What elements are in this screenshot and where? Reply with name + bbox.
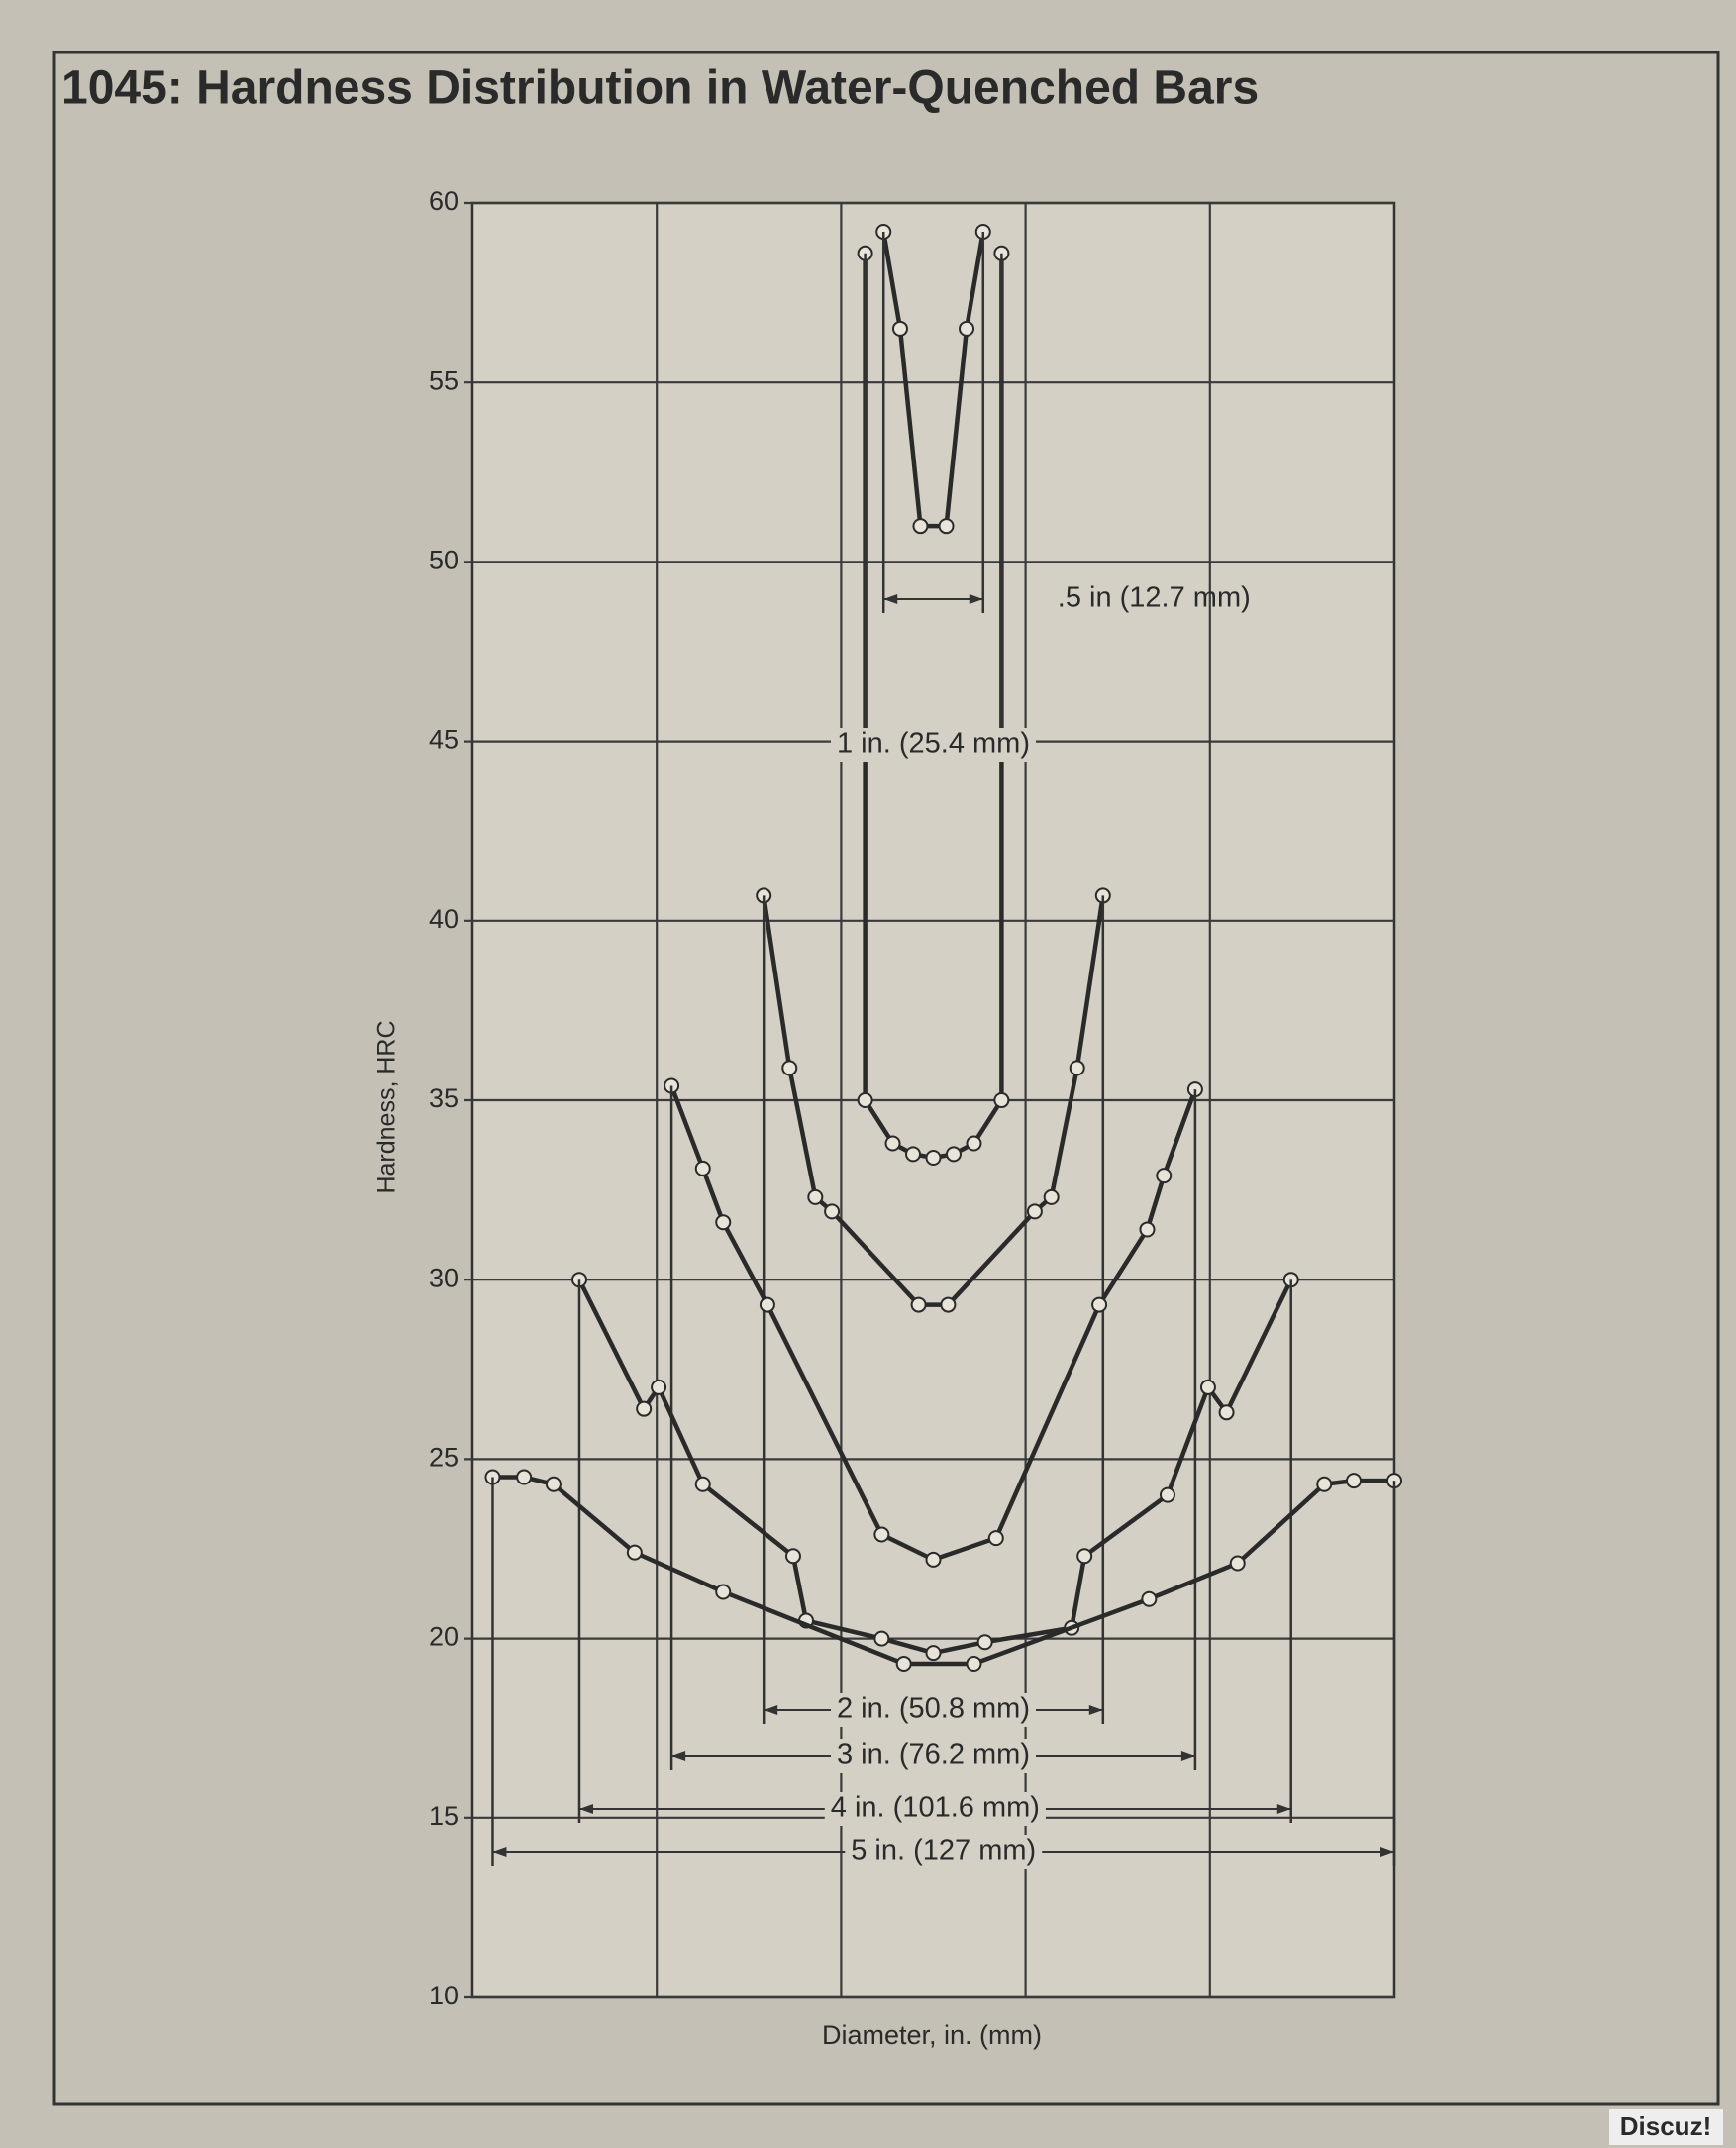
y-tick-label: 30 — [429, 1263, 459, 1292]
y-tick-label: 20 — [429, 1622, 459, 1652]
data-point — [1043, 1188, 1060, 1205]
data-point — [959, 320, 975, 337]
data-point — [824, 1203, 841, 1220]
frame — [52, 51, 1720, 2106]
legend-label: 4 in. (101.6 mm) — [831, 1792, 1040, 1824]
data-point — [1091, 1296, 1108, 1313]
label-background — [831, 728, 1036, 762]
data-point — [895, 1655, 912, 1672]
data-point — [759, 1296, 775, 1313]
data-point — [807, 1188, 824, 1205]
label-background — [831, 1739, 1036, 1773]
data-point — [1156, 1168, 1173, 1184]
y-tick-label: 10 — [429, 1981, 459, 2010]
data-point — [694, 1476, 711, 1492]
y-tick-label: 45 — [429, 725, 459, 755]
data-point — [905, 1146, 922, 1163]
data-point — [993, 1092, 1010, 1108]
data-point — [715, 1214, 732, 1231]
data-point — [925, 1551, 942, 1568]
data-point — [873, 1526, 890, 1543]
data-point — [873, 1630, 890, 1647]
y-tick-label: 50 — [429, 546, 459, 575]
legend-label: .5 in (12.7 mm) — [1058, 582, 1251, 614]
data-point — [545, 1476, 562, 1492]
data-point — [945, 1146, 962, 1163]
data-point — [1229, 1555, 1246, 1572]
y-tick-label: 60 — [429, 186, 459, 216]
data-point — [938, 518, 955, 535]
data-point — [1076, 1548, 1093, 1565]
data-point — [1316, 1476, 1333, 1492]
y-tick-label: 35 — [429, 1083, 459, 1113]
y-tick-label: 55 — [429, 365, 459, 395]
y-tick-label: 15 — [429, 1801, 459, 1831]
legend-label: 2 in. (50.8 mm) — [837, 1693, 1030, 1725]
data-point — [694, 1160, 711, 1176]
data-point — [1346, 1473, 1363, 1489]
legend-label: 5 in. (127 mm) — [851, 1835, 1036, 1867]
data-point — [857, 1092, 873, 1108]
data-point — [884, 1135, 901, 1152]
data-point — [925, 1149, 942, 1166]
data-point — [1069, 1060, 1085, 1076]
data-point — [1141, 1590, 1158, 1607]
hardness-curve — [761, 895, 1106, 1307]
data-point — [940, 1296, 957, 1313]
data-point — [976, 1634, 993, 1651]
data-point — [891, 320, 908, 337]
watermark-box — [1609, 2109, 1723, 2145]
label-background — [831, 1693, 1036, 1727]
y-tick-label: 40 — [429, 904, 459, 934]
data-point — [925, 1645, 942, 1662]
data-point — [626, 1544, 643, 1561]
data-point — [651, 1379, 667, 1395]
watermark: Discuz! — [1620, 2111, 1711, 2141]
data-point — [1218, 1404, 1235, 1421]
data-point — [781, 1060, 798, 1076]
legend-label: 1 in. (25.4 mm) — [837, 728, 1030, 760]
data-point — [910, 1296, 927, 1313]
legend-label: 3 in. (76.2 mm) — [837, 1739, 1030, 1771]
data-point — [1139, 1221, 1156, 1238]
data-point — [784, 1548, 801, 1565]
label-background — [824, 1792, 1046, 1826]
y-tick-label: 25 — [429, 1443, 459, 1473]
data-point — [715, 1584, 732, 1600]
data-point — [516, 1469, 533, 1485]
data-point — [987, 1530, 1004, 1547]
y-axis-label: Hardness, HRC — [373, 1020, 401, 1193]
data-point — [1026, 1203, 1043, 1220]
label-background — [845, 1835, 1043, 1869]
data-point — [966, 1135, 982, 1152]
data-point — [966, 1655, 982, 1672]
data-point — [912, 518, 929, 535]
hardness-curve — [881, 231, 985, 529]
data-point — [1199, 1379, 1216, 1395]
data-point — [636, 1400, 653, 1417]
data-point — [1159, 1486, 1175, 1503]
chart-title: 1045: Hardness Distribution in Water-Que… — [61, 62, 1259, 115]
x-axis-label: Diameter, in. (mm) — [822, 2020, 1042, 2050]
